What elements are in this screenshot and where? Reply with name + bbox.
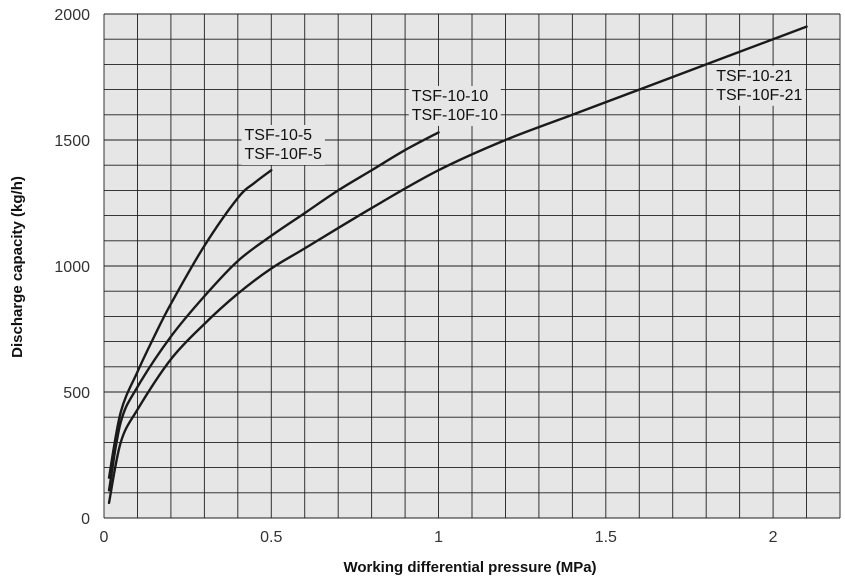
series-labels: TSF-10-5 TSF-10F-5 TSF-10-10 TSF-10F-10 TSF-… (241, 65, 806, 165)
y-tick-label: 500 (63, 385, 90, 402)
series-label-3-line-1: TSF-10-21 (716, 68, 793, 85)
y-tick-label: 2000 (54, 7, 90, 24)
series-label-3-line-2: TSF-10F-21 (716, 87, 802, 104)
series-label-2-line-1: TSF-10-10 (412, 88, 489, 105)
series-label-background (713, 65, 806, 106)
x-tick-label: 2 (769, 529, 778, 546)
y-tick-label: 1000 (54, 259, 90, 276)
series-label-1-line-1: TSF-10-5 (245, 127, 313, 144)
y-tick-label: 0 (81, 511, 90, 528)
series-line-2 (107, 131, 440, 492)
grid-lines (103, 13, 841, 519)
y-axis-ticks: 0 500 1000 1500 2000 (54, 7, 90, 528)
series-line-1 (107, 169, 273, 479)
series-lines (107, 25, 808, 505)
series-label-background (241, 125, 325, 165)
series-label-1-line-2: TSF-10F-5 (245, 146, 322, 163)
x-axis-title: Working differential pressure (MPa) (343, 559, 596, 576)
y-axis-title: Discharge capacity (kg/h) (9, 176, 26, 358)
series-label-background (408, 85, 501, 126)
x-tick-label: 1 (434, 529, 443, 546)
x-tick-label: 0.5 (260, 529, 282, 546)
x-axis-ticks: 0 0.5 1 1.5 2 (100, 529, 778, 546)
series-label-2-line-2: TSF-10F-10 (412, 107, 498, 124)
y-tick-label: 1500 (54, 133, 90, 150)
x-tick-label: 0 (100, 529, 109, 546)
series-line-3 (107, 25, 808, 505)
x-tick-label: 1.5 (595, 529, 617, 546)
